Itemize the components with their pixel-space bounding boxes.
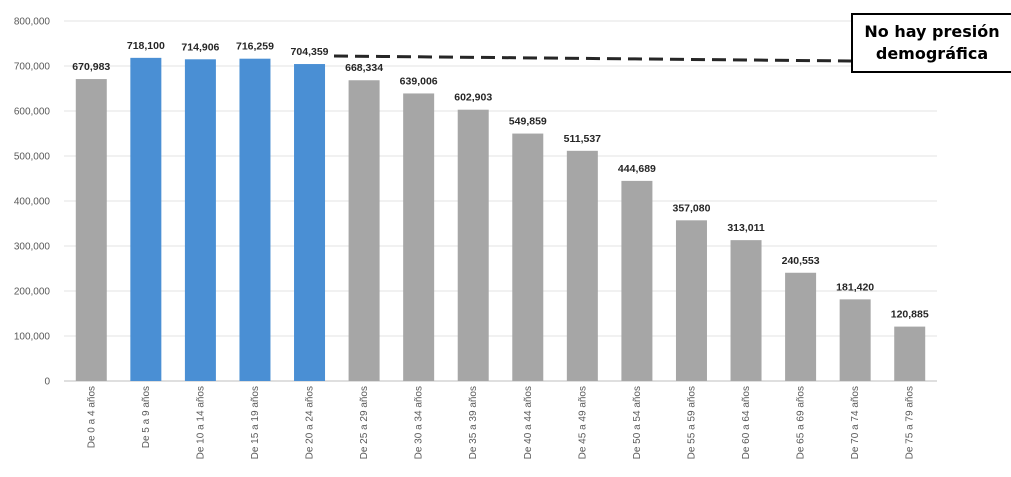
- bar: [348, 80, 380, 382]
- data-label: 549,859: [509, 116, 547, 128]
- y-tick-label: 400,000: [14, 197, 51, 208]
- category-label: De 50 a 54 años: [632, 386, 643, 459]
- y-tick-label: 300,000: [14, 242, 51, 253]
- y-tick-label: 700,000: [14, 62, 51, 73]
- data-label: 181,420: [836, 281, 874, 293]
- category-label: De 15 a 19 años: [250, 386, 261, 459]
- bar: [566, 150, 598, 381]
- y-tick-label: 200,000: [14, 287, 51, 298]
- bar: [75, 79, 107, 381]
- category-label: De 65 a 69 años: [796, 386, 807, 459]
- reference-line-group: [333, 54, 852, 63]
- y-tick-label: 600,000: [14, 107, 51, 118]
- data-label: 716,259: [236, 41, 274, 53]
- category-label: De 45 a 49 años: [577, 386, 588, 459]
- bar: [294, 64, 326, 381]
- bar: [184, 59, 216, 382]
- data-label: 639,006: [400, 75, 438, 87]
- bar: [457, 109, 489, 381]
- bar: [512, 133, 544, 381]
- bar: [730, 240, 762, 381]
- y-tick-label: 500,000: [14, 152, 51, 163]
- data-label: 718,100: [127, 40, 165, 52]
- data-label: 444,689: [618, 163, 656, 175]
- category-label: De 25 a 29 años: [359, 386, 370, 459]
- data-label: 511,537: [564, 133, 602, 145]
- category-label: De 60 a 64 años: [741, 386, 752, 459]
- data-label: 670,983: [72, 61, 110, 73]
- bars: [75, 57, 926, 382]
- bar: [839, 299, 871, 381]
- bar: [130, 57, 162, 381]
- annotation-callout: No hay presión demográfica: [851, 13, 1011, 73]
- category-label: De 55 a 59 años: [686, 386, 697, 459]
- bar: [785, 272, 817, 381]
- y-tick-label: 100,000: [14, 332, 51, 343]
- data-label: 357,080: [672, 202, 710, 214]
- bar: [239, 58, 271, 382]
- bar: [675, 220, 707, 381]
- annotation-line-1: No hay presión: [864, 22, 1000, 41]
- data-labels: 670,983 718,100 714,906 716,259 704,359 668,3…: [72, 40, 929, 321]
- data-label: 602,903: [454, 92, 492, 104]
- data-label: 714,906: [181, 41, 219, 53]
- y-tick-label: 0: [44, 377, 50, 388]
- data-label: 704,359: [291, 46, 329, 58]
- annotation-line-2: demográfica: [875, 44, 989, 63]
- category-label: De 35 a 39 años: [468, 386, 479, 459]
- bar: [621, 180, 653, 381]
- data-label: 120,885: [891, 309, 929, 321]
- x-axis: De 0 a 4 años De 5 a 9 años De 10 a 14 año…: [86, 386, 915, 459]
- bar: [894, 326, 926, 381]
- category-label: De 70 a 74 años: [850, 386, 861, 459]
- bar: [403, 93, 435, 381]
- category-label: De 75 a 79 años: [905, 386, 916, 459]
- category-label: De 20 a 24 años: [305, 386, 316, 459]
- data-label: 240,553: [782, 255, 820, 267]
- data-label: 313,011: [727, 222, 765, 234]
- category-label: De 30 a 34 años: [414, 386, 425, 459]
- reference-line: [333, 54, 852, 63]
- y-tick-label: 800,000: [14, 17, 51, 28]
- category-label: De 0 a 4 años: [86, 386, 97, 448]
- category-label: De 40 a 44 años: [523, 386, 534, 459]
- category-label: De 10 a 14 años: [195, 386, 206, 459]
- data-label: 668,334: [345, 62, 383, 74]
- category-label: De 5 a 9 años: [141, 386, 152, 448]
